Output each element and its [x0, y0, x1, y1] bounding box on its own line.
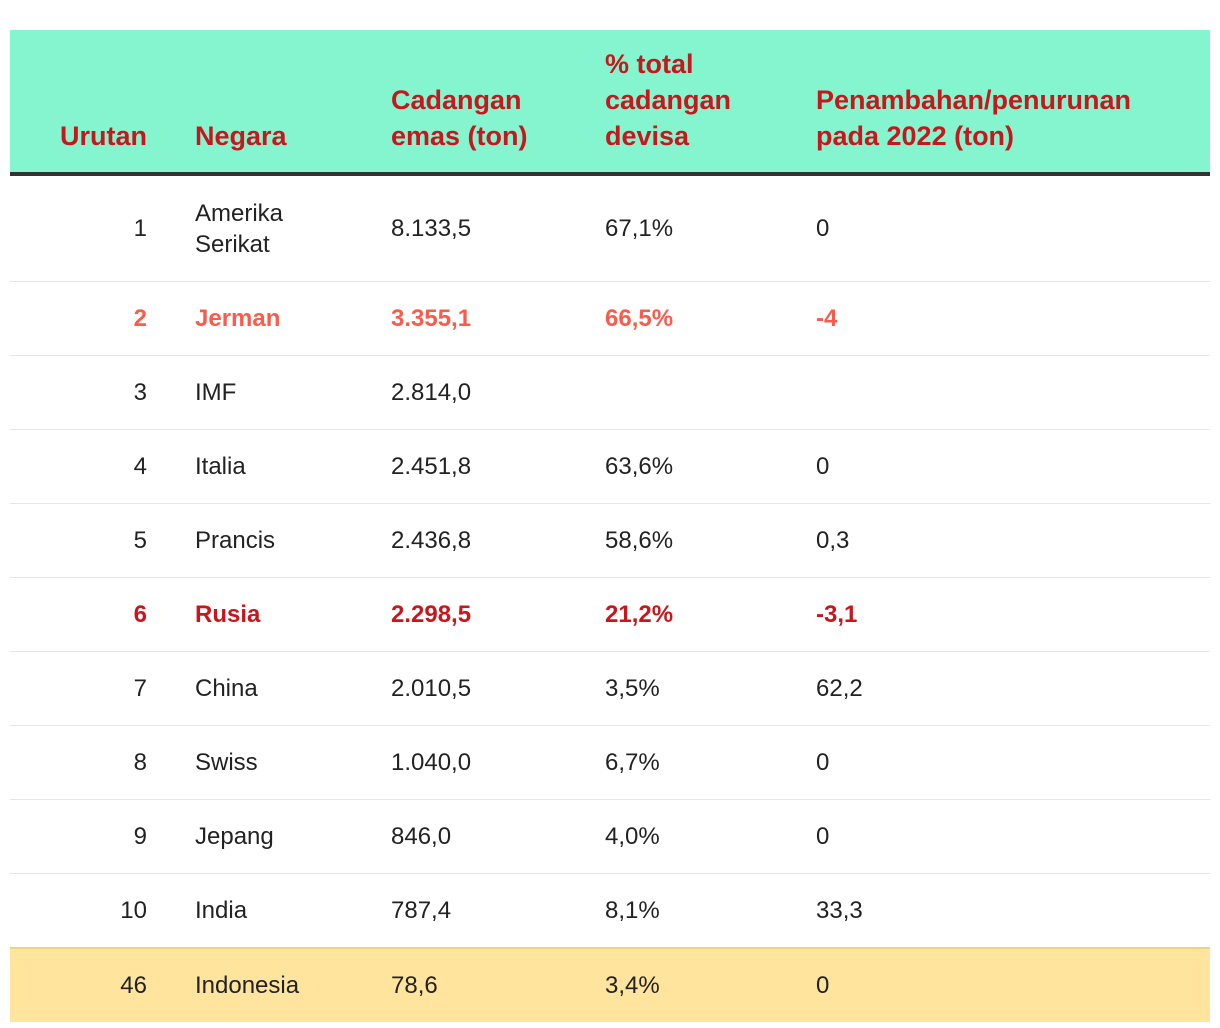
header-reserves: Cadangan emas (ton): [371, 30, 585, 176]
cell-percent: 66,5%: [585, 281, 796, 356]
cell-change: [796, 355, 1210, 430]
table-row: 6 Rusia 2.298,5 21,2% -3,1: [10, 577, 1210, 652]
cell-percent: 8,1%: [585, 873, 796, 949]
cell-reserves: 2.010,5: [371, 651, 585, 726]
cell-reserves: 2.298,5: [371, 577, 585, 652]
cell-change: 0: [796, 799, 1210, 874]
header-rank: Urutan: [10, 30, 175, 176]
cell-change: 0: [796, 174, 1210, 282]
cell-country: Swiss: [175, 725, 371, 800]
header-country: Negara: [175, 30, 371, 176]
cell-rank: 8: [10, 725, 175, 800]
cell-reserves: 2.814,0: [371, 355, 585, 430]
cell-country: Italia: [175, 429, 371, 504]
cell-percent: 67,1%: [585, 174, 796, 282]
cell-change: 62,2: [796, 651, 1210, 726]
gold-reserves-table: Urutan Negara Cadangan emas (ton) % tota…: [10, 30, 1210, 1022]
cell-reserves: 1.040,0: [371, 725, 585, 800]
cell-percent: 21,2%: [585, 577, 796, 652]
cell-rank: 2: [10, 281, 175, 356]
header-percent: % total cadangan devisa: [585, 30, 796, 176]
table-row: 7 China 2.010,5 3,5% 62,2: [10, 651, 1210, 726]
cell-rank: 10: [10, 873, 175, 949]
cell-percent: [585, 355, 796, 430]
table-row: 2 Jerman 3.355,1 66,5% -4: [10, 281, 1210, 356]
cell-country: Jerman: [175, 281, 371, 356]
cell-change: 0: [796, 947, 1210, 1022]
cell-percent: 3,4%: [585, 947, 796, 1022]
cell-reserves: 78,6: [371, 947, 585, 1022]
cell-country: Rusia: [175, 577, 371, 652]
cell-rank: 1: [10, 174, 175, 282]
cell-percent: 3,5%: [585, 651, 796, 726]
cell-country: Prancis: [175, 503, 371, 578]
cell-country: China: [175, 651, 371, 726]
cell-rank: 46: [10, 947, 175, 1022]
cell-change: 0: [796, 429, 1210, 504]
cell-percent: 6,7%: [585, 725, 796, 800]
table-row: 5 Prancis 2.436,8 58,6% 0,3: [10, 503, 1210, 578]
cell-percent: 4,0%: [585, 799, 796, 874]
table-row: 3 IMF 2.814,0: [10, 355, 1210, 430]
cell-reserves: 8.133,5: [371, 174, 585, 282]
header-change: Penambahan/penurunan pada 2022 (ton): [796, 30, 1210, 176]
cell-change: -4: [796, 281, 1210, 356]
cell-percent: 58,6%: [585, 503, 796, 578]
cell-rank: 5: [10, 503, 175, 578]
cell-rank: 9: [10, 799, 175, 874]
cell-reserves: 846,0: [371, 799, 585, 874]
cell-change: 0,3: [796, 503, 1210, 578]
table-row: 4 Italia 2.451,8 63,6% 0: [10, 429, 1210, 504]
cell-reserves: 2.451,8: [371, 429, 585, 504]
cell-percent: 63,6%: [585, 429, 796, 504]
cell-change: -3,1: [796, 577, 1210, 652]
cell-reserves: 3.355,1: [371, 281, 585, 356]
cell-rank: 6: [10, 577, 175, 652]
cell-change: 0: [796, 725, 1210, 800]
cell-country: Indonesia: [175, 947, 371, 1022]
cell-rank: 3: [10, 355, 175, 430]
cell-country: Amerika Serikat: [175, 174, 371, 282]
cell-rank: 4: [10, 429, 175, 504]
table-row: 10 India 787,4 8,1% 33,3: [10, 873, 1210, 949]
table-row: 8 Swiss 1.040,0 6,7% 0: [10, 725, 1210, 800]
cell-reserves: 787,4: [371, 873, 585, 949]
table-row: 9 Jepang 846,0 4,0% 0: [10, 799, 1210, 874]
cell-country: IMF: [175, 355, 371, 430]
cell-change: 33,3: [796, 873, 1210, 949]
cell-rank: 7: [10, 651, 175, 726]
cell-country: India: [175, 873, 371, 949]
table-row: 46 Indonesia 78,6 3,4% 0: [10, 947, 1210, 1022]
table-row: 1 Amerika Serikat 8.133,5 67,1% 0: [10, 174, 1210, 282]
cell-reserves: 2.436,8: [371, 503, 585, 578]
header-row: Urutan Negara Cadangan emas (ton) % tota…: [10, 30, 1210, 176]
cell-country: Jepang: [175, 799, 371, 874]
